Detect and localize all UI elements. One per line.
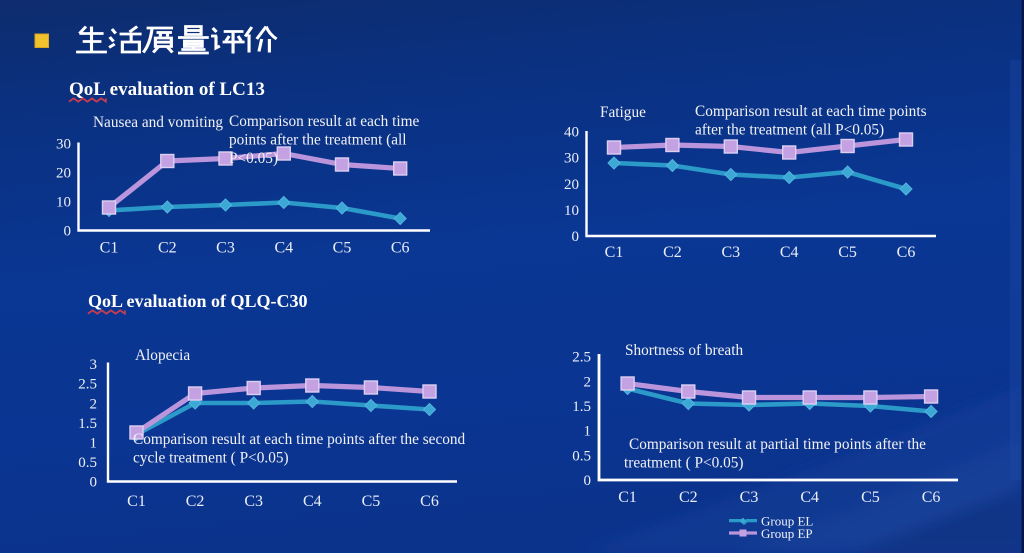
svg-text:0: 0 bbox=[572, 229, 580, 245]
svg-text:QoL evaluation of LC13: QoL evaluation of LC13 bbox=[69, 79, 265, 100]
svg-text:after the treatment (all P<0.0: after the treatment (all P<0.05) bbox=[695, 122, 884, 139]
svg-text:P<0.05): P<0.05) bbox=[229, 150, 278, 167]
svg-text:C5: C5 bbox=[838, 244, 857, 261]
svg-text:C1: C1 bbox=[127, 493, 146, 510]
svg-text:Group EP: Group EP bbox=[761, 526, 813, 541]
svg-text:C2: C2 bbox=[186, 493, 205, 510]
svg-text:C3: C3 bbox=[740, 489, 759, 506]
svg-text:0: 0 bbox=[90, 475, 98, 491]
svg-text:2: 2 bbox=[584, 374, 592, 390]
svg-text:0: 0 bbox=[64, 224, 72, 240]
svg-text:2.5: 2.5 bbox=[572, 350, 591, 366]
svg-text:C1: C1 bbox=[100, 240, 119, 257]
svg-text:C4: C4 bbox=[274, 240, 293, 257]
svg-text:C6: C6 bbox=[922, 489, 941, 506]
svg-text:C4: C4 bbox=[780, 244, 799, 261]
svg-text:C2: C2 bbox=[663, 244, 682, 261]
svg-text:treatment ( P<0.05): treatment ( P<0.05) bbox=[624, 455, 744, 472]
svg-text:C4: C4 bbox=[303, 493, 322, 510]
svg-text:C1: C1 bbox=[605, 244, 624, 261]
svg-text:C3: C3 bbox=[721, 244, 740, 261]
svg-text:QoL evaluation of QLQ-C30: QoL evaluation of QLQ-C30 bbox=[88, 291, 308, 311]
svg-text:20: 20 bbox=[56, 165, 71, 181]
svg-text:40: 40 bbox=[564, 125, 579, 141]
svg-text:C6: C6 bbox=[897, 244, 916, 261]
svg-text:0.5: 0.5 bbox=[572, 448, 591, 464]
svg-text:1: 1 bbox=[90, 435, 98, 451]
svg-text:C4: C4 bbox=[800, 489, 819, 506]
svg-text:Alopecia: Alopecia bbox=[135, 347, 190, 364]
svg-text:1.5: 1.5 bbox=[78, 416, 97, 432]
svg-text:Comparison result at partial t: Comparison result at partial time points… bbox=[629, 436, 926, 453]
svg-text:1.5: 1.5 bbox=[572, 399, 591, 415]
svg-text:C2: C2 bbox=[679, 489, 698, 506]
svg-text:Comparison result at each time: Comparison result at each time points af… bbox=[133, 431, 466, 448]
svg-text:10: 10 bbox=[564, 203, 579, 219]
svg-text:20: 20 bbox=[564, 177, 579, 193]
svg-text:Fatigue: Fatigue bbox=[600, 104, 646, 121]
svg-text:3: 3 bbox=[90, 357, 98, 373]
svg-text:C1: C1 bbox=[618, 489, 637, 506]
svg-text:30: 30 bbox=[564, 151, 579, 167]
svg-text:0: 0 bbox=[584, 473, 592, 489]
svg-text:C6: C6 bbox=[420, 493, 439, 510]
svg-text:Comparison result at each time: Comparison result at each time points bbox=[695, 103, 927, 120]
svg-text:0.5: 0.5 bbox=[78, 455, 97, 471]
svg-text:C2: C2 bbox=[158, 240, 177, 257]
svg-text:points after the treatment (al: points after the treatment (all bbox=[229, 132, 407, 149]
svg-text:2.5: 2.5 bbox=[78, 377, 97, 393]
svg-text:Comparison result at each time: Comparison result at each time bbox=[229, 113, 420, 130]
svg-text:1: 1 bbox=[584, 424, 592, 440]
svg-text:C5: C5 bbox=[362, 493, 381, 510]
svg-text:10: 10 bbox=[56, 195, 71, 211]
svg-text:C5: C5 bbox=[333, 240, 352, 257]
svg-text:Shortness of breath: Shortness of breath bbox=[625, 342, 743, 359]
svg-text:2: 2 bbox=[90, 396, 98, 412]
svg-text:C5: C5 bbox=[861, 489, 880, 506]
svg-text:30: 30 bbox=[56, 136, 71, 152]
svg-text:Nausea and vomiting: Nausea and vomiting bbox=[93, 114, 223, 131]
svg-text:C3: C3 bbox=[216, 240, 235, 257]
svg-text:C6: C6 bbox=[391, 240, 410, 257]
svg-text:C3: C3 bbox=[244, 493, 263, 510]
svg-text:cycle treatment ( P<0.05): cycle treatment ( P<0.05) bbox=[133, 450, 289, 467]
